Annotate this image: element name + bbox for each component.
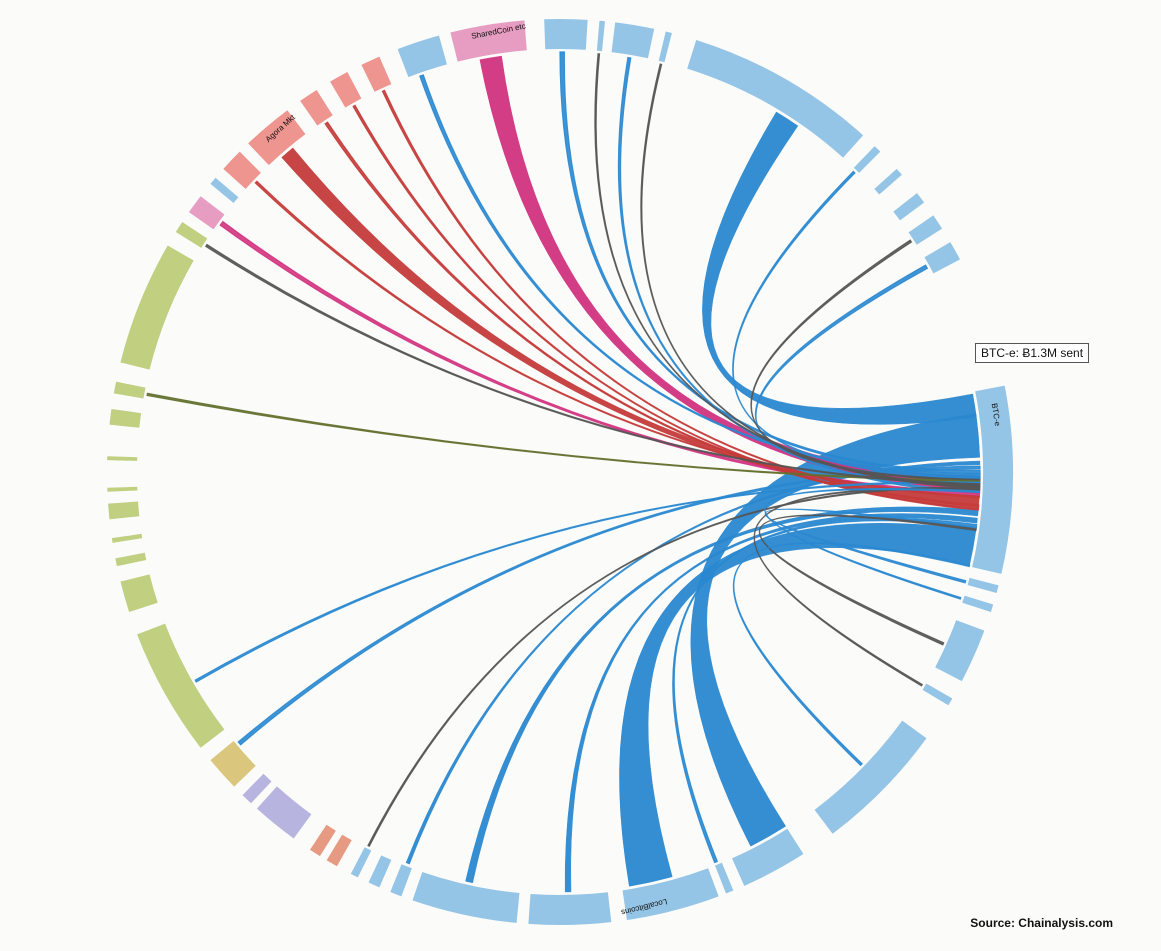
arc-agora[interactable] (248, 110, 306, 166)
chord-btc-e-exchange-4[interactable] (753, 487, 981, 687)
chord-btc-e-agora-4[interactable] (381, 89, 980, 508)
chord-btc-e-exchange-18[interactable] (640, 63, 981, 489)
arc-exchange-4[interactable] (922, 683, 953, 706)
arc-olive-4[interactable] (111, 533, 143, 543)
tooltip-btc-e: BTC-e: Ƀ1.3M sent (975, 343, 1090, 363)
arc-agora-4[interactable] (361, 56, 392, 92)
chord-btc-e-exchange-2[interactable] (764, 487, 981, 600)
arc-exchange-21[interactable] (874, 168, 902, 195)
arc-exchange-18[interactable] (658, 31, 672, 63)
chord-btc-e-agora-3[interactable] (352, 104, 980, 511)
arc-exchange-11[interactable] (368, 855, 392, 888)
arc-olive-2[interactable] (120, 574, 158, 612)
chord-btc-e-exchange-20[interactable] (732, 170, 981, 479)
arc-exchange-3[interactable] (935, 620, 985, 682)
arcs-layer (107, 18, 1013, 925)
arc-exchange-10[interactable] (390, 864, 412, 897)
arc-agora-2[interactable] (300, 89, 333, 126)
arc-lavender-1[interactable] (256, 786, 312, 839)
arc-olive-6[interactable] (107, 486, 138, 492)
arc-label-btc-e: BTC-e (990, 403, 1003, 428)
arc-olive-7[interactable] (107, 456, 138, 461)
chords-layer (146, 51, 981, 893)
arc-olive-10[interactable] (120, 245, 194, 370)
chord-btc-e-exchange-7[interactable] (672, 517, 978, 864)
chord-btc-e-sharedcoin[interactable] (479, 55, 981, 491)
arc-exchange-1[interactable] (967, 577, 999, 594)
arc-gold-1[interactable] (210, 741, 256, 787)
arc-agora-3[interactable] (330, 72, 362, 108)
arc-exchange-16[interactable] (596, 20, 605, 52)
chord-btc-e-exchange-5[interactable] (732, 542, 971, 767)
arc-exchange-17[interactable] (611, 22, 655, 59)
arc-exchange-13[interactable] (210, 177, 239, 203)
arc-btc-e[interactable] (972, 385, 1013, 574)
arc-exchange-20[interactable] (853, 146, 881, 173)
arc-salmon-1[interactable] (326, 834, 352, 867)
arc-exchange-23[interactable] (908, 215, 943, 245)
arc-exchange-2[interactable] (962, 595, 994, 612)
arc-exchange-24[interactable] (924, 242, 960, 274)
arc-olive-9[interactable] (113, 381, 146, 399)
arc-olive-8[interactable] (109, 408, 142, 428)
chord-btc-e-olive-1[interactable] (194, 481, 981, 683)
arc-localbitcoins[interactable] (622, 868, 719, 921)
arc-exchange-19[interactable] (687, 39, 864, 158)
chord-btc-e-exchange-12[interactable] (367, 486, 981, 848)
arc-olive-1[interactable] (137, 623, 225, 748)
arc-olive-11[interactable] (175, 221, 208, 248)
arc-exchange-8[interactable] (528, 892, 612, 925)
arc-olive-3[interactable] (115, 552, 147, 567)
arc-exchange-9[interactable] (412, 871, 520, 923)
chord-btc-e-olive-11[interactable] (204, 243, 981, 486)
chord-btc-e-olive-9[interactable] (146, 392, 981, 483)
arc-mixer-1[interactable] (188, 196, 225, 230)
chord-btc-e-exchange-9[interactable] (465, 506, 979, 884)
arc-agora-1[interactable] (223, 151, 261, 189)
arc-exchange-14[interactable] (397, 35, 447, 78)
source-credit: Source: Chainalysis.com (970, 916, 1113, 930)
chord-btc-e-agora-1[interactable] (254, 180, 980, 499)
arc-exchange-7[interactable] (715, 862, 734, 894)
arc-exchange-12[interactable] (350, 847, 372, 878)
arc-olive-5[interactable] (108, 501, 140, 520)
arc-salmon-2[interactable] (309, 824, 336, 857)
arc-exchange-5[interactable] (814, 720, 927, 834)
chord-btc-e-localbitcoins[interactable] (619, 523, 977, 887)
arc-exchange-15[interactable] (544, 18, 588, 50)
arc-sharedcoin[interactable] (450, 20, 527, 62)
arc-exchange-22[interactable] (893, 193, 925, 221)
arc-exchange-6[interactable] (732, 828, 804, 886)
arc-lavender-2[interactable] (242, 773, 272, 804)
